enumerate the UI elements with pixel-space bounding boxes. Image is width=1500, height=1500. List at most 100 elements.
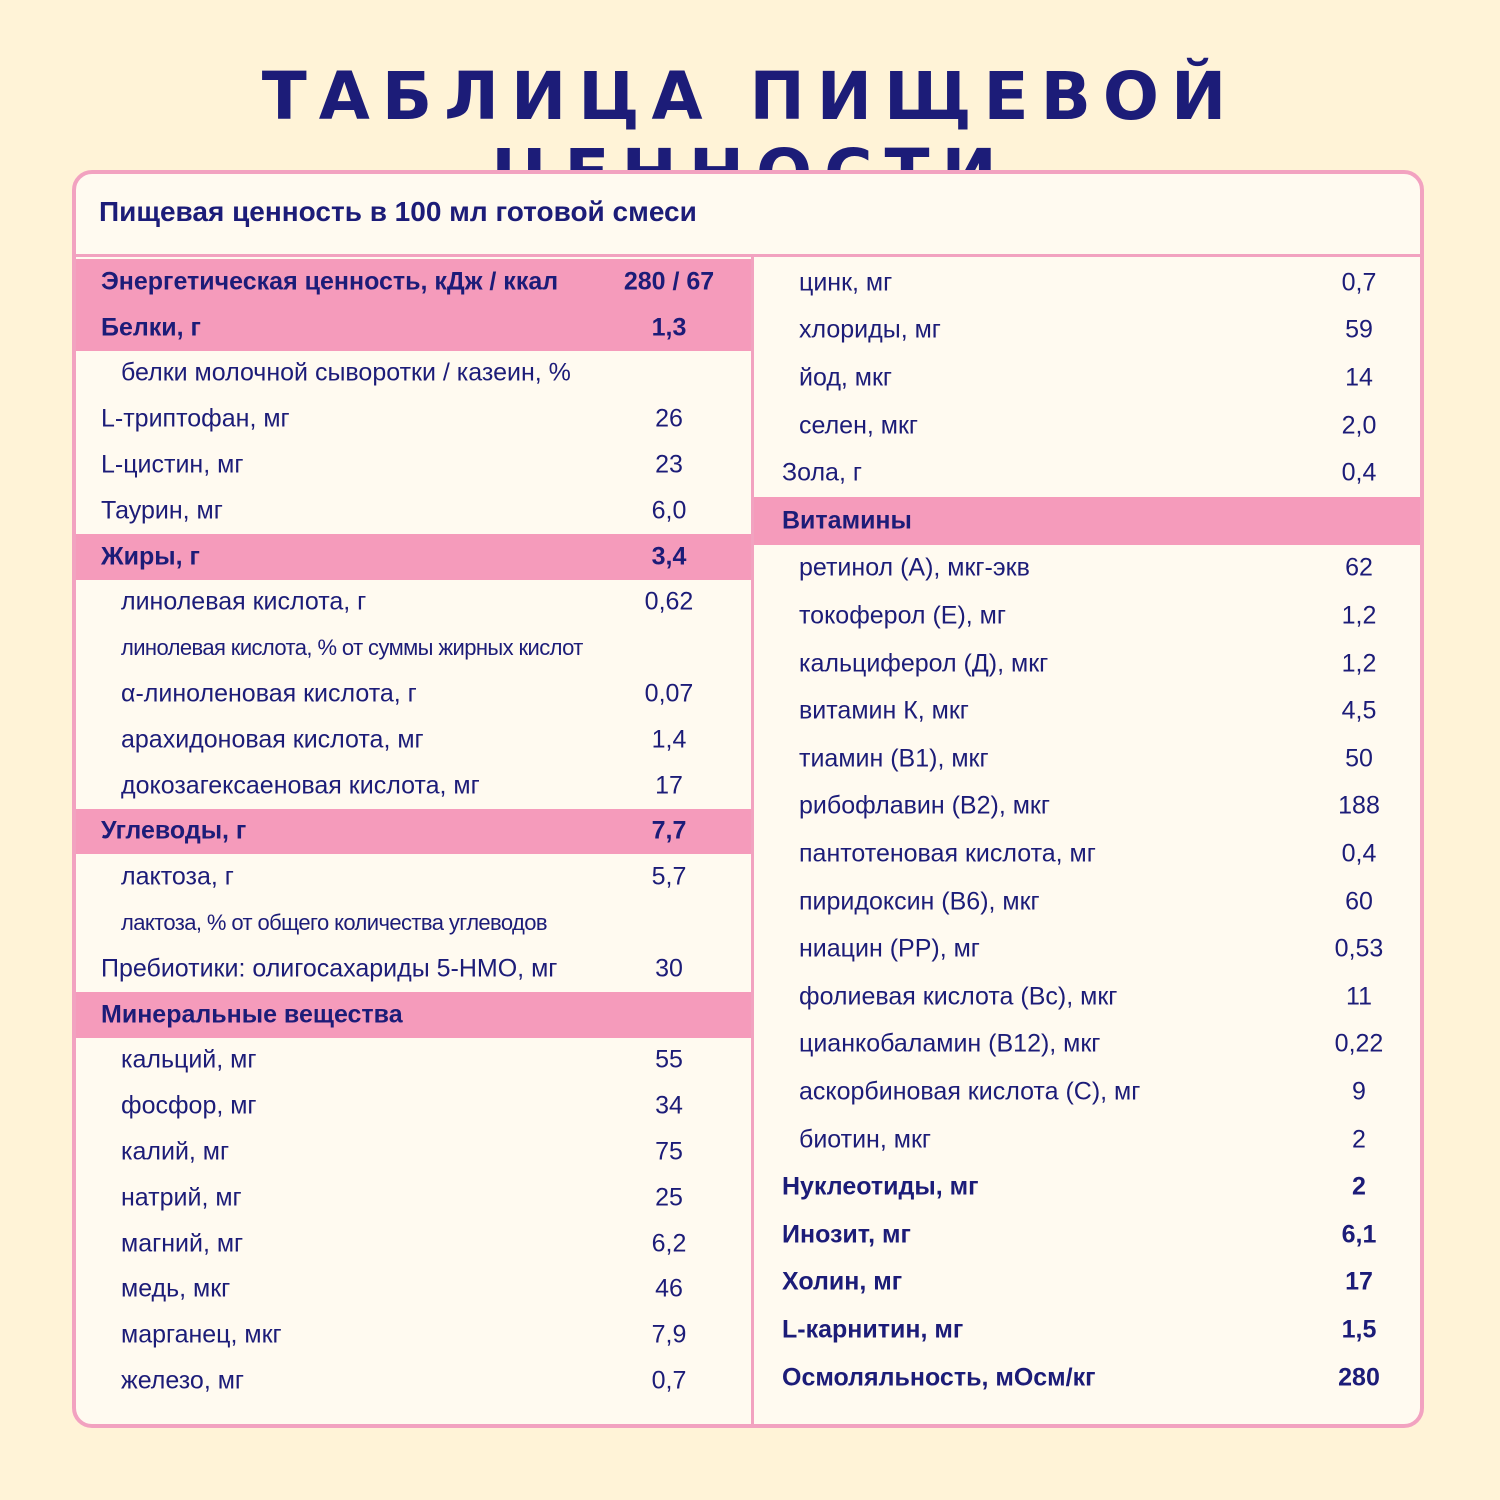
- row-label: железо, мг: [121, 1366, 245, 1395]
- table-row: белки молочной сыворотки / казеин, %: [76, 351, 751, 397]
- table-row: тиамин (В1), мкг 50: [754, 735, 1420, 783]
- row-value: 60: [1345, 887, 1373, 916]
- row-value: 2: [1352, 1172, 1366, 1201]
- row-label: рибофлавин (В2), мкг: [799, 791, 1050, 820]
- row-label: токоферол (Е), мг: [799, 601, 1006, 630]
- table-row: Инозит, мг 6,1: [754, 1211, 1420, 1259]
- table-row: арахидоновая кислота, мг 1,4: [76, 717, 751, 763]
- row-label: белки молочной сыворотки / казеин, %: [121, 358, 571, 387]
- row-value: 2,0: [1341, 411, 1377, 440]
- row-label: калий, мг: [121, 1137, 230, 1166]
- row-label: Таурин, мг: [101, 496, 223, 525]
- row-value: 55: [655, 1045, 683, 1074]
- row-label: Белки, г: [101, 313, 201, 342]
- row-value: 188: [1338, 791, 1380, 820]
- row-label: Витамины: [782, 506, 912, 535]
- row-label: биотин, мкг: [799, 1125, 931, 1154]
- row-label: кальциферол (Д), мкг: [799, 649, 1049, 678]
- table-row: йод, мкг 14: [754, 354, 1420, 402]
- table-row: линолевая кислота, % от суммы жирных кис…: [76, 625, 751, 671]
- row-label: арахидоновая кислота, мг: [121, 725, 424, 754]
- row-value: 26: [655, 404, 683, 433]
- table-row: марганец, мкг 7,9: [76, 1312, 751, 1358]
- table-row: ниацин (РР), мг 0,53: [754, 925, 1420, 973]
- row-value: 75: [655, 1137, 683, 1166]
- row-label: фолиевая кислота (Вс), мкг: [799, 982, 1118, 1011]
- table-row: лактоза, г 5,7: [76, 854, 751, 900]
- table-row: L-триптофан, мг 26: [76, 396, 751, 442]
- row-label: Энергетическая ценность, кДж / ккал: [101, 267, 559, 296]
- row-label: L-триптофан, мг: [101, 404, 290, 433]
- row-value: 0,22: [1334, 1029, 1384, 1058]
- row-value: 0,4: [1341, 458, 1377, 487]
- row-label: хлориды, мг: [799, 315, 941, 344]
- table-row: витамин К, мкг 4,5: [754, 687, 1420, 735]
- row-label: Нуклеотиды, мг: [782, 1172, 979, 1201]
- row-value: 1,3: [651, 313, 687, 342]
- table-row: калий, мг 75: [76, 1129, 751, 1175]
- row-value: 4,5: [1341, 696, 1377, 725]
- row-label: натрий, мг: [121, 1183, 242, 1212]
- row-value: 0,4: [1341, 839, 1377, 868]
- table-row: пантотеновая кислота, мг 0,4: [754, 830, 1420, 878]
- row-value: 1,5: [1341, 1315, 1377, 1344]
- divider: [751, 257, 754, 1424]
- table-row: Витамины: [754, 497, 1420, 545]
- table-row: натрий, мг 25: [76, 1175, 751, 1221]
- table-row: L-карнитин, мг 1,5: [754, 1306, 1420, 1354]
- row-label: йод, мкг: [799, 363, 893, 392]
- table-row: Жиры, г 3,4: [76, 533, 751, 580]
- row-value: 9: [1352, 1077, 1366, 1106]
- row-label: Минеральные вещества: [101, 1000, 403, 1029]
- table-row: токоферол (Е), мг 1,2: [754, 592, 1420, 640]
- table-row: биотин, мкг 2: [754, 1116, 1420, 1164]
- row-value: 0,7: [651, 1366, 687, 1395]
- row-label: ниацин (РР), мг: [799, 934, 980, 963]
- row-value: 1,2: [1341, 601, 1377, 630]
- table-row: пиридоксин (В6), мкг 60: [754, 878, 1420, 926]
- row-value: 46: [655, 1274, 683, 1303]
- table-row: α-линоленовая кислота, г 0,07: [76, 671, 751, 717]
- table-row: L-цистин, мг 23: [76, 442, 751, 488]
- table-row: Энергетическая ценность, кДж / ккал 280 /…: [76, 259, 751, 305]
- table-row: ретинол (А), мкг-экв 62: [754, 545, 1420, 593]
- row-value: 7,9: [651, 1320, 687, 1349]
- row-value: 0,62: [644, 587, 694, 616]
- table-row: Белки, г 1,3: [76, 304, 751, 351]
- row-label: медь, мкг: [121, 1274, 231, 1303]
- row-value: 50: [1345, 744, 1373, 773]
- table-row: Пребиотики: олигосахариды 5-НМО, мг 30: [76, 946, 751, 992]
- row-value: 1,4: [651, 725, 687, 754]
- table-row: кальций, мг 55: [76, 1038, 751, 1084]
- row-value: 6,2: [651, 1229, 687, 1258]
- table-row: линолевая кислота, г 0,62: [76, 580, 751, 626]
- divider: [76, 254, 1420, 257]
- table-row: цианкобаламин (В12), мкг 0,22: [754, 1021, 1420, 1069]
- table-row: селен, мкг 2,0: [754, 402, 1420, 450]
- table-row: фосфор, мг 34: [76, 1083, 751, 1129]
- table-row: докозагексаеновая кислота, мг 17: [76, 763, 751, 809]
- table-row: железо, мг 0,7: [76, 1358, 751, 1404]
- row-label: линолевая кислота, % от суммы жирных кис…: [121, 635, 583, 661]
- row-value: 1,2: [1341, 649, 1377, 678]
- table-row: медь, мкг 46: [76, 1267, 751, 1313]
- row-label: Жиры, г: [101, 542, 200, 571]
- row-value: 280 / 67: [623, 267, 715, 296]
- row-label: витамин К, мкг: [799, 696, 969, 725]
- table-row: Зола, г 0,4: [754, 449, 1420, 497]
- table-subtitle: Пищевая ценность в 100 мл готовой смеси: [99, 196, 697, 227]
- row-label: ретинол (А), мкг-экв: [799, 553, 1030, 582]
- row-label: α-линоленовая кислота, г: [121, 679, 417, 708]
- row-value: 280: [1338, 1363, 1380, 1392]
- row-label: L-карнитин, мг: [782, 1315, 964, 1344]
- row-label: Зола, г: [782, 458, 862, 487]
- table-row: кальциферол (Д), мкг 1,2: [754, 640, 1420, 688]
- row-label: L-цистин, мг: [101, 450, 244, 479]
- row-value: 62: [1345, 553, 1373, 582]
- row-label: пиридоксин (В6), мкг: [799, 887, 1040, 916]
- row-label: Осмоляльность, мОсм/кг: [782, 1363, 1096, 1392]
- row-value: 3,4: [651, 542, 687, 571]
- row-value: 5,7: [651, 862, 687, 891]
- table-row: хлориды, мг 59: [754, 307, 1420, 355]
